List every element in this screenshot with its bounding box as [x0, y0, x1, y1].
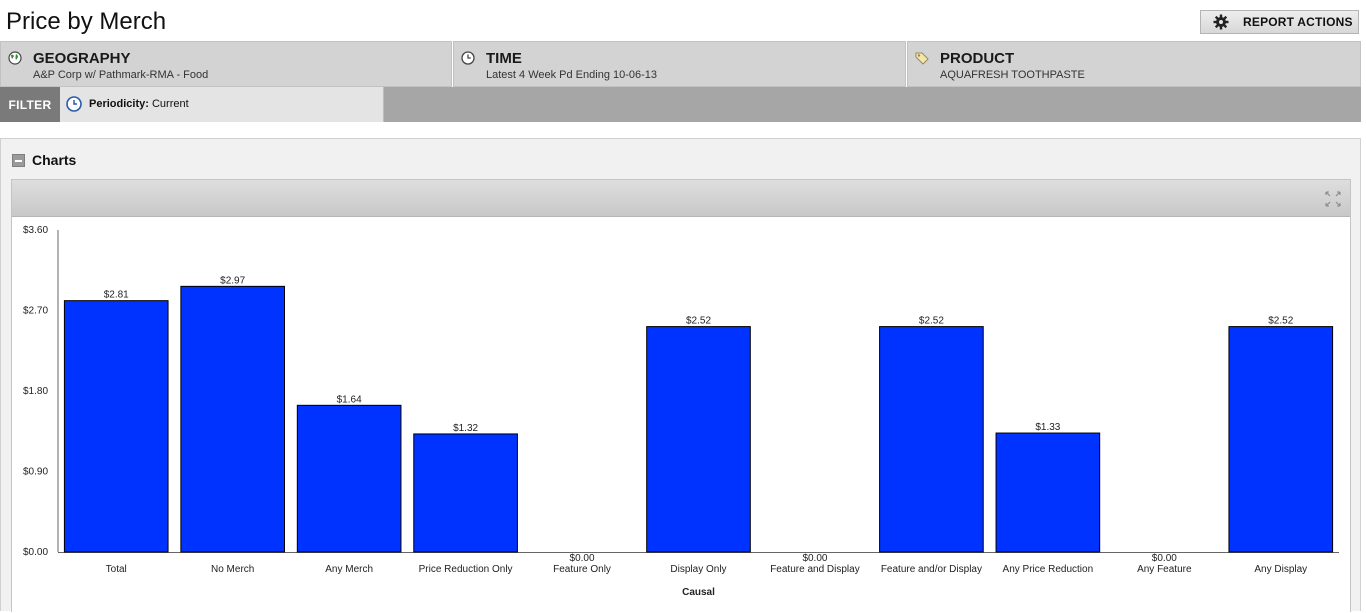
report-actions-button[interactable]: REPORT ACTIONS: [1200, 10, 1359, 34]
gear-icon: [1213, 14, 1229, 30]
x-tick-label: Total: [106, 564, 127, 575]
chart-container: $0.00 $0.90 $1.80 $2.70 $3.60 $2.81 Total $2.97…: [11, 179, 1351, 612]
periodicity-filter[interactable]: Periodicity: Current: [60, 87, 384, 122]
product-selector[interactable]: PRODUCT AQUAFRESH TOOTHPASTE: [907, 41, 1361, 87]
bar: [879, 326, 984, 553]
x-axis-title: Causal: [682, 587, 715, 598]
bar-value-label: $0.00: [570, 553, 595, 564]
x-tick-label: Price Reduction Only: [419, 564, 513, 575]
y-tick-label: $0.00: [23, 547, 48, 558]
bar-value-label: $0.00: [802, 553, 827, 564]
bar-value-label: $2.52: [1268, 316, 1293, 327]
bar-value-label: $1.64: [337, 394, 362, 405]
bar: [296, 404, 402, 553]
x-tick-label: Any Merch: [325, 564, 373, 575]
bar-value-label: $2.52: [919, 316, 944, 327]
periodicity-value: Current: [151, 98, 189, 110]
bar-value-label: $2.52: [686, 316, 711, 327]
x-tick-label: Any Feature: [1137, 564, 1192, 575]
expand-icon[interactable]: [1324, 190, 1342, 208]
bar: [63, 300, 169, 553]
periodicity-clock-icon: [66, 96, 82, 112]
filter-label: FILTER: [0, 87, 60, 122]
chart-toolbar: [12, 180, 1350, 217]
x-tick-label: Feature and Display: [770, 564, 860, 575]
clock-icon: [461, 51, 475, 65]
bar: [995, 432, 1101, 553]
bar: [646, 326, 751, 553]
geography-title: GEOGRAPHY: [33, 50, 131, 67]
geography-value: A&P Corp w/ Pathmark-RMA - Food: [33, 69, 209, 81]
report-actions-label: REPORT ACTIONS: [1243, 15, 1353, 29]
bar: [180, 285, 286, 553]
bar-value-label: $1.33: [1035, 422, 1060, 433]
charts-title: Charts: [32, 152, 77, 168]
bar-value-label: $2.97: [220, 275, 245, 286]
product-value: AQUAFRESH TOOTHPASTE: [940, 69, 1085, 81]
x-tick-label: Display Only: [670, 564, 726, 575]
y-tick-label: $0.90: [23, 467, 48, 478]
x-tick-label: Feature Only: [553, 564, 611, 575]
time-selector[interactable]: TIME Latest 4 Week Pd Ending 10-06-13: [453, 41, 906, 87]
y-tick-label: $2.70: [23, 306, 48, 317]
tag-icon: [915, 52, 929, 65]
periodicity-label: Periodicity:: [89, 98, 149, 110]
bar-value-label: $0.00: [1152, 553, 1177, 564]
bar-value-label: $2.81: [104, 290, 129, 301]
time-title: TIME: [486, 50, 522, 67]
product-title: PRODUCT: [940, 50, 1015, 67]
bar-value-label: $1.32: [453, 423, 478, 434]
page-title: Price by Merch: [6, 8, 167, 35]
y-tick-label: $1.80: [23, 386, 48, 397]
geography-selector[interactable]: GEOGRAPHY A&P Corp w/ Pathmark-RMA - Foo…: [0, 41, 452, 87]
collapse-button[interactable]: [12, 154, 25, 167]
charts-panel: Charts $0.00 $0.90 $1.80 $2.70 $3.60 $2.81 Tot…: [0, 138, 1361, 612]
x-tick-label: No Merch: [211, 564, 254, 575]
bar: [1228, 326, 1334, 553]
filter-bar: FILTER Periodicity: Current: [0, 87, 1361, 122]
time-value: Latest 4 Week Pd Ending 10-06-13: [486, 69, 658, 81]
x-tick-label: Feature and/or Display: [881, 564, 982, 575]
bar: [413, 433, 518, 553]
x-tick-label: Any Price Reduction: [1003, 564, 1094, 575]
x-tick-label: Any Display: [1254, 564, 1307, 575]
bar-chart: $0.00 $0.90 $1.80 $2.70 $3.60 $2.81 Total $2.97…: [23, 225, 1339, 598]
y-tick-label: $3.60: [23, 225, 48, 236]
globe-icon: [8, 51, 22, 65]
